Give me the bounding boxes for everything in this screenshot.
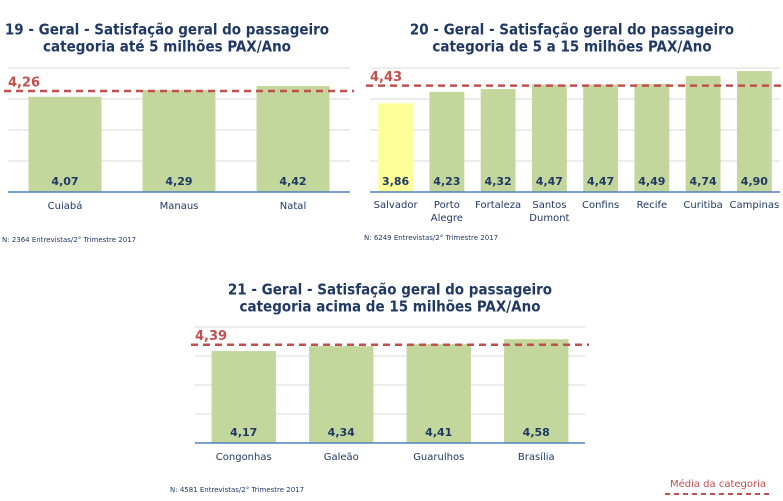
bar bbox=[634, 83, 670, 192]
x-tick-label: Brasília bbox=[518, 451, 555, 463]
bar bbox=[583, 84, 619, 192]
bar bbox=[309, 346, 374, 443]
reference-label: 4,43 bbox=[370, 70, 402, 85]
x-tick-label: Cuiabá bbox=[48, 200, 83, 212]
value-label: 4,47 bbox=[587, 175, 614, 188]
value-label: 3,86 bbox=[382, 175, 409, 188]
bar bbox=[406, 344, 471, 443]
bar bbox=[256, 85, 330, 192]
footnote: N: 4581 Entrevistas/2° Trimestre 2017 bbox=[170, 486, 304, 494]
x-tick-label: Curitiba bbox=[683, 200, 722, 211]
bar bbox=[480, 89, 516, 192]
bar bbox=[211, 351, 276, 443]
chart-subtitle: categoria até 5 milhões PAX/Ano bbox=[43, 38, 291, 56]
bar bbox=[531, 84, 567, 192]
x-tick-label: Santos Dumont bbox=[529, 200, 569, 224]
footnote: N: 2364 Entrevistas/2° Trimestre 2017 bbox=[2, 236, 136, 244]
x-tick-label: Campinas bbox=[730, 200, 780, 211]
x-tick-label: Confins bbox=[582, 200, 619, 211]
x-tick-label: Fortaleza bbox=[475, 200, 521, 211]
chart-subtitle: categoria acima de 15 milhões PAX/Ano bbox=[240, 298, 541, 316]
value-label: 4,34 bbox=[328, 426, 355, 439]
x-tick-label: Manaus bbox=[160, 201, 199, 212]
reference-label: 4,26 bbox=[8, 75, 40, 90]
x-tick-label: Congonhas bbox=[216, 452, 272, 463]
x-tick-label: Porto Alegre bbox=[431, 200, 463, 224]
value-label: 4,23 bbox=[433, 175, 460, 188]
value-label: 4,90 bbox=[741, 175, 768, 188]
bar bbox=[28, 96, 102, 192]
bar bbox=[429, 91, 465, 192]
chart-subtitle: categoria de 5 a 15 milhões PAX/Ano bbox=[432, 38, 711, 56]
x-tick-label: Galeão bbox=[324, 452, 359, 463]
x-tick-label: Salvador bbox=[374, 200, 419, 211]
bar bbox=[142, 90, 216, 192]
x-tick-label: Recife bbox=[637, 200, 668, 211]
value-label: 4,29 bbox=[165, 175, 192, 188]
bar bbox=[685, 76, 721, 192]
chart-title: 21 - Geral - Satisfação geral do passage… bbox=[228, 281, 552, 299]
value-label: 4,47 bbox=[536, 175, 563, 188]
chart-title: 20 - Geral - Satisfação geral do passage… bbox=[410, 21, 734, 39]
reference-label: 4,39 bbox=[195, 329, 227, 344]
value-label: 4,74 bbox=[690, 175, 717, 188]
legend-label: Média da categoria bbox=[670, 478, 766, 490]
value-label: 4,58 bbox=[523, 426, 550, 439]
chart-title: 19 - Geral - Satisfação geral do passage… bbox=[5, 21, 329, 39]
value-label: 4,41 bbox=[425, 426, 452, 439]
bar bbox=[504, 339, 569, 443]
x-tick-label: Natal bbox=[280, 201, 306, 212]
value-label: 4,49 bbox=[638, 175, 665, 188]
bar bbox=[736, 71, 772, 192]
footnote: N: 6249 Entrevistas/2° Trimestre 2017 bbox=[364, 234, 498, 242]
value-label: 4,32 bbox=[485, 175, 512, 188]
value-label: 4,17 bbox=[230, 426, 257, 439]
bar bbox=[378, 103, 414, 192]
x-tick-label: Guarulhos bbox=[413, 452, 464, 463]
value-label: 4,42 bbox=[279, 175, 306, 188]
value-label: 4,07 bbox=[51, 175, 78, 188]
